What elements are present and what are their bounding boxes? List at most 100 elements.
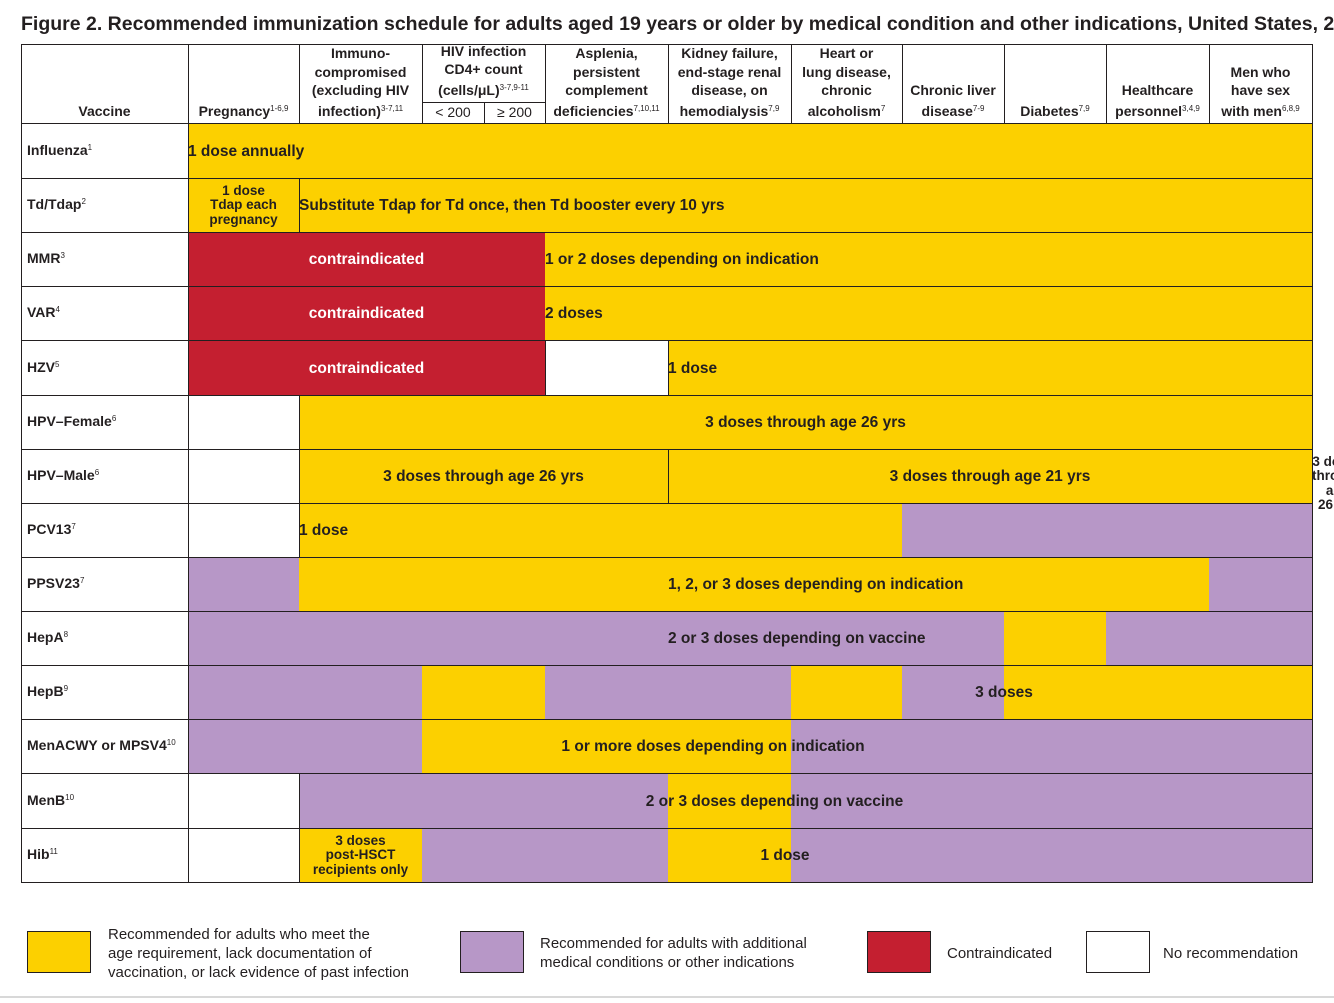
- schedule-cell: [1106, 232, 1209, 286]
- column-header: Chronic liver disease7-9: [903, 44, 1003, 120]
- vaccine-name: PPSV237: [27, 575, 84, 591]
- legend-label: Recommended for adults with additional me…: [540, 935, 807, 971]
- schedule-cell: [545, 123, 668, 178]
- schedule-cell: [1209, 557, 1312, 611]
- schedule-cell: [1106, 828, 1209, 882]
- grid-line: [668, 44, 669, 123]
- cell-divider: [299, 773, 300, 828]
- vaccine-name: MenACWY or MPSV410: [27, 737, 176, 753]
- vaccine-name-text: HepA: [27, 629, 64, 645]
- column-header-label: Kidney failure, end-stage renal disease, o…: [669, 44, 790, 120]
- footnote-superscript: 9: [63, 684, 69, 693]
- legend-label: Recommended for adults who meet the age r…: [108, 925, 410, 981]
- schedule-cell: [299, 286, 422, 340]
- grid-line: [1106, 44, 1107, 123]
- column-header: Healthcare personnel3,4,9: [1107, 44, 1208, 120]
- column-header-label: Heart or lung disease, chronic alcoholism7: [792, 44, 901, 120]
- column-header-line: (excluding HIV: [311, 82, 410, 98]
- schedule-cell: [902, 557, 1004, 611]
- schedule-cell: [1004, 611, 1106, 665]
- column-header: Diabetes7,9: [1005, 44, 1105, 120]
- schedule-cell: [1106, 557, 1209, 611]
- schedule-cell: [188, 449, 299, 503]
- schedule-cell: [1106, 665, 1209, 719]
- column-header: Immuno-compromised (excluding HIV infectio…: [300, 44, 421, 120]
- vaccine-name-text: PPSV23: [27, 575, 80, 591]
- vaccine-name-text: Influenza: [27, 141, 88, 158]
- vaccine-name: HZV5: [27, 359, 59, 375]
- schedule-cell: [1106, 449, 1209, 503]
- schedule-cell: [668, 340, 791, 395]
- schedule-cell: [902, 503, 1004, 557]
- schedule-cell: [545, 611, 668, 665]
- vaccine-name: HepA8: [27, 629, 68, 645]
- schedule-cell: [668, 719, 791, 773]
- grid-line: [21, 719, 1313, 720]
- column-header-line: end-stage renal: [677, 63, 782, 80]
- column-header-line: hemodialysis: [679, 102, 769, 119]
- column-header-line: compromised: [314, 63, 407, 80]
- column-header-line: infection): [317, 102, 381, 119]
- column-header-line: Immuno-: [330, 45, 391, 61]
- schedule-cell: [902, 611, 1004, 665]
- schedule-cell: [422, 178, 545, 232]
- schedule-cell: [299, 719, 422, 773]
- column-header-line: Men who: [1230, 63, 1291, 80]
- schedule-cell: [902, 719, 1004, 773]
- schedule-cell: [1004, 557, 1106, 611]
- schedule-cell: [902, 773, 1004, 828]
- schedule-cell: [422, 340, 545, 395]
- schedule-cell: [791, 719, 902, 773]
- grid-line: [1312, 123, 1313, 883]
- schedule-cell: [188, 232, 299, 286]
- schedule-cell: [188, 178, 299, 232]
- grid-line: [21, 665, 1313, 666]
- footnote-superscript: 1: [87, 142, 93, 152]
- schedule-cell: [791, 611, 902, 665]
- column-header: Men who have sex with men6,8,9: [1210, 44, 1311, 120]
- schedule-cell: [545, 503, 668, 557]
- schedule-cell: [299, 123, 422, 178]
- schedule-cell: [1106, 178, 1209, 232]
- footnote-superscript: 8: [63, 630, 69, 639]
- footnote-superscript: 6,8,9: [1281, 103, 1300, 113]
- legend-swatch: [27, 931, 91, 973]
- schedule-cell: [299, 557, 422, 611]
- grid-line: [21, 232, 1313, 233]
- schedule-cell: [902, 449, 1004, 503]
- schedule-cell: [188, 123, 299, 178]
- column-header: Pregnancy1-6,9: [189, 44, 298, 120]
- column-header-line: HIV infection: [440, 42, 527, 59]
- column-header: Asplenia, persistent complement deficiencie…: [546, 44, 667, 120]
- schedule-cell: [791, 449, 902, 503]
- footnote-superscript: 3-7,11: [380, 103, 404, 113]
- column-header-line: Chronic liver: [910, 82, 996, 98]
- column-header: Kidney failure, end-stage renal disease, o…: [669, 44, 790, 120]
- footnote-superscript: 11: [49, 847, 58, 856]
- schedule-cell: [1209, 340, 1312, 395]
- footnote-superscript: 6: [111, 414, 117, 423]
- schedule-cell: [902, 232, 1004, 286]
- schedule-cell: [668, 828, 791, 882]
- column-header-line: complement: [565, 82, 648, 98]
- schedule-cell: [299, 178, 422, 232]
- column-header-line: Healthcare: [1121, 82, 1194, 98]
- schedule-cell: [188, 340, 299, 395]
- vaccine-name-text: HPV–Male: [27, 467, 95, 483]
- column-header-line: chronic: [821, 82, 872, 98]
- vaccine-name: VAR4: [27, 304, 60, 320]
- footnote-superscript: 7,10,11: [633, 103, 660, 113]
- grid-line: [299, 44, 300, 123]
- schedule-cell: [1209, 449, 1312, 503]
- vaccine-name: HPV–Female6: [27, 413, 116, 429]
- cell-divider: [299, 449, 300, 503]
- schedule-cell: [1106, 503, 1209, 557]
- column-header-line: CD4+ count: [444, 61, 523, 77]
- schedule-cell: [545, 395, 668, 449]
- cell-divider: [668, 340, 669, 395]
- column-header-label: Diabetes7,9: [1005, 100, 1105, 121]
- schedule-cell: [545, 828, 668, 882]
- grid-line: [1209, 44, 1210, 123]
- footnote-superscript: 10: [166, 738, 176, 747]
- hiv-subheader: < 200: [435, 104, 471, 121]
